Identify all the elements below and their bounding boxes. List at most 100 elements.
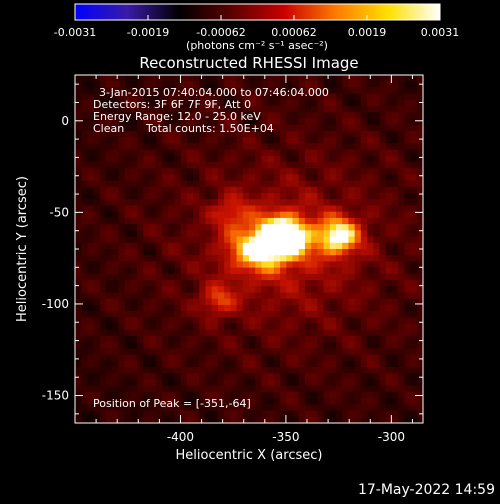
- heatmap-cell: [360, 137, 368, 144]
- heatmap-cell: [329, 162, 337, 169]
- heatmap-cell: [168, 99, 176, 107]
- heatmap-cell: [367, 379, 374, 387]
- heatmap-cell: [410, 180, 418, 188]
- heatmap-cell: [199, 367, 207, 374]
- heatmap-cell: [348, 124, 356, 132]
- heatmap-cell: [385, 137, 393, 144]
- heatmap-cell: [143, 224, 151, 231]
- heatmap-cell: [242, 304, 250, 312]
- heatmap-cell: [298, 360, 306, 368]
- heatmap-cell: [162, 410, 169, 418]
- heatmap-cell: [87, 217, 95, 225]
- heatmap-cell: [267, 267, 275, 275]
- heatmap-cell: [348, 354, 356, 362]
- heatmap-cell: [410, 112, 418, 120]
- heatmap-cell: [230, 311, 238, 318]
- heatmap-cell: [180, 323, 188, 331]
- heatmap-cell: [118, 174, 126, 182]
- heatmap-cell: [87, 130, 95, 138]
- heatmap-cell: [124, 354, 132, 362]
- heatmap-cell: [249, 242, 256, 250]
- heatmap-cell: [286, 292, 294, 300]
- heatmap-cell: [155, 342, 163, 350]
- heatmap-cell: [174, 261, 182, 269]
- heatmap-cell: [137, 106, 144, 113]
- heatmap-cell: [211, 267, 219, 275]
- heatmap-cell: [385, 360, 393, 368]
- heatmap-cell: [81, 416, 89, 423]
- heatmap-cell: [137, 174, 144, 182]
- heatmap-cell: [81, 174, 89, 182]
- heatmap-cell: [354, 416, 362, 423]
- heatmap-cell: [323, 304, 331, 312]
- heatmap-cell: [130, 236, 138, 244]
- heatmap-cell: [112, 186, 120, 194]
- heatmap-cell: [99, 410, 107, 418]
- heatmap-cell: [199, 354, 207, 362]
- heatmap-cell: [174, 217, 182, 225]
- heatmap-cell: [168, 137, 176, 144]
- heatmap-cell: [87, 255, 95, 263]
- heatmap-cell: [168, 367, 176, 374]
- heatmap-cell: [211, 385, 219, 393]
- heatmap-cell: [230, 373, 238, 381]
- heatmap-cell: [118, 168, 126, 176]
- heatmap-cell: [410, 249, 418, 256]
- heatmap-cell: [354, 304, 362, 312]
- heatmap-cell: [255, 348, 263, 356]
- heatmap-cell: [174, 224, 182, 231]
- heatmap-cell: [298, 168, 306, 176]
- heatmap-cell: [311, 261, 318, 269]
- heatmap-cell: [75, 298, 82, 306]
- heatmap-cell: [404, 75, 412, 82]
- heatmap-cell: [143, 249, 151, 256]
- heatmap-cell: [87, 273, 95, 281]
- heatmap-cell: [236, 75, 244, 82]
- heatmap-cell: [267, 385, 275, 393]
- heatmap-cell: [205, 348, 213, 356]
- heatmap-cell: [373, 367, 381, 374]
- heatmap-cell: [255, 186, 263, 194]
- heatmap-cell: [137, 304, 144, 312]
- heatmap-cell: [292, 342, 300, 350]
- heatmap-cell: [391, 186, 399, 194]
- heatmap-cell: [81, 398, 89, 405]
- heatmap-cell: [410, 137, 418, 144]
- heatmap-cell: [391, 112, 399, 120]
- heatmap-cell: [236, 404, 244, 412]
- heatmap-cell: [311, 391, 318, 399]
- heatmap-cell: [404, 255, 412, 263]
- heatmap-cell: [348, 280, 356, 287]
- heatmap-cell: [286, 329, 294, 337]
- heatmap-cell: [205, 298, 213, 306]
- heatmap-cell: [205, 261, 213, 269]
- heatmap-cell: [255, 261, 263, 269]
- heatmap-cell: [186, 261, 194, 269]
- heatmap-cell: [124, 186, 132, 194]
- heatmap-cell: [143, 199, 151, 207]
- heatmap-cell: [155, 93, 163, 101]
- heatmap-cell: [261, 230, 269, 238]
- heatmap-cell: [367, 99, 374, 107]
- heatmap-cell: [280, 193, 287, 200]
- heatmap-cell: [186, 87, 194, 95]
- heatmap-cell: [317, 249, 325, 256]
- heatmap-cell: [342, 404, 350, 412]
- heatmap-cell: [317, 336, 325, 343]
- heatmap-cell: [205, 130, 213, 138]
- heatmap-cell: [336, 280, 343, 287]
- heatmap-cell: [354, 93, 362, 101]
- heatmap-cell: [342, 292, 350, 300]
- heatmap-cell: [404, 87, 412, 95]
- heatmap-cell: [267, 317, 275, 325]
- heatmap-cell: [292, 373, 300, 381]
- heatmap-cell: [391, 379, 399, 387]
- heatmap-cell: [242, 106, 250, 113]
- heatmap-cell: [217, 106, 225, 113]
- heatmap-cell: [224, 124, 231, 132]
- heatmap-cell: [174, 174, 182, 182]
- heatmap-cell: [398, 87, 405, 95]
- heatmap-cell: [323, 87, 331, 95]
- heatmap-cell: [81, 143, 89, 151]
- heatmap-cell: [143, 360, 151, 368]
